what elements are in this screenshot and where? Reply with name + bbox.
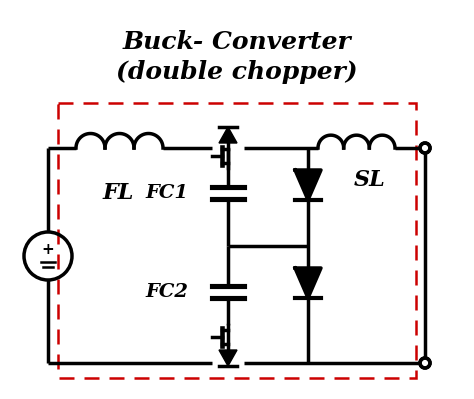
Polygon shape bbox=[219, 350, 237, 366]
Polygon shape bbox=[295, 268, 321, 298]
Circle shape bbox=[420, 358, 430, 368]
Text: SL: SL bbox=[354, 169, 386, 191]
Text: +: + bbox=[42, 241, 55, 257]
Circle shape bbox=[420, 143, 430, 153]
Text: (double chopper): (double chopper) bbox=[116, 60, 358, 84]
Polygon shape bbox=[219, 127, 237, 143]
Bar bbox=[58, 103, 416, 378]
Text: Buck- Converter: Buck- Converter bbox=[123, 30, 351, 54]
Text: FC2: FC2 bbox=[145, 283, 188, 301]
Text: FL: FL bbox=[102, 182, 134, 204]
Polygon shape bbox=[295, 170, 321, 200]
Text: FC1: FC1 bbox=[145, 184, 188, 202]
